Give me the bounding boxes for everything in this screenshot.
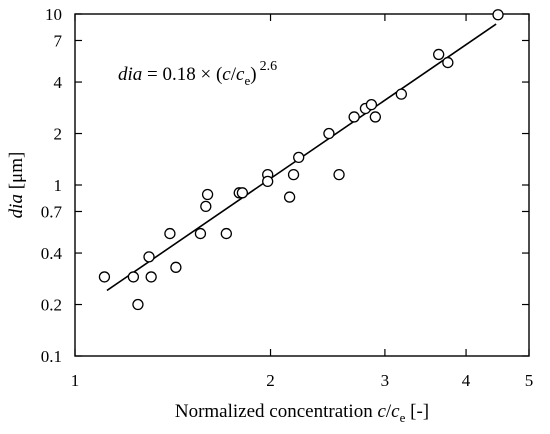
- equation-var: c: [222, 64, 231, 85]
- data-point: [164, 227, 176, 240]
- data-point: [143, 251, 155, 263]
- equation-lhs: dia: [118, 64, 142, 85]
- data-point: [365, 99, 378, 111]
- data-point: [492, 9, 504, 21]
- y-tick-label: 1: [54, 176, 63, 195]
- data-point: [433, 48, 445, 61]
- y-tick-label: 0.1: [41, 347, 62, 366]
- data-point: [333, 168, 345, 181]
- data-point: [293, 151, 305, 164]
- data-point: [132, 298, 144, 311]
- y-tick-label: 2: [54, 125, 63, 144]
- x-axis-title: Normalized concentration c/ce [-]: [175, 401, 429, 425]
- y-axis-title-var: dia: [6, 194, 27, 218]
- data-point: [194, 227, 207, 240]
- data-point: [145, 271, 157, 283]
- y-axis-title-unit: [μm]: [6, 152, 27, 194]
- x-tick-label: 4: [462, 371, 471, 390]
- y-tick-label: 0.4: [41, 244, 63, 263]
- x-axis-title-slash: /: [386, 401, 392, 422]
- y-tick-label: 10: [45, 5, 62, 24]
- data-point: [170, 261, 182, 273]
- x-axis-title-sub: e: [400, 410, 406, 425]
- axis-tick-labels: 1 2 3 4 5 0.1 0.2 0.4 0.7 1 2 4 7 10: [41, 5, 534, 390]
- equation-annotation: dia = 0.18 × (c/ce) 2.6: [118, 59, 277, 88]
- y-axis-title: dia [μm]: [6, 152, 27, 219]
- equation-slash: /: [231, 64, 237, 85]
- x-axis-title-var2: c: [391, 401, 400, 422]
- data-point: [200, 200, 212, 213]
- data-point: [369, 111, 381, 123]
- data-point: [283, 191, 296, 203]
- data-point: [348, 111, 360, 123]
- x-tick-label: 1: [71, 371, 80, 390]
- data-point: [323, 127, 335, 140]
- data-points: [98, 9, 504, 311]
- equation-close: ): [250, 64, 256, 85]
- y-tick-label: 7: [54, 31, 63, 50]
- x-axis-title-var: c: [377, 401, 386, 422]
- equation-exponent: 2.6: [260, 59, 278, 74]
- y-tick-label: 0.2: [41, 296, 62, 315]
- x-axis-title-prefix: Normalized concentration: [175, 401, 378, 422]
- y-tick-label: 4: [54, 73, 63, 92]
- data-point: [98, 271, 111, 283]
- x-tick-label: 3: [381, 371, 390, 390]
- data-point: [127, 271, 140, 283]
- x-axis-title-suffix: [-]: [405, 401, 429, 422]
- axis-ticks: [74, 13, 530, 357]
- data-point: [201, 188, 214, 201]
- data-point: [442, 56, 454, 69]
- data-point: [395, 88, 407, 100]
- data-point: [287, 168, 300, 181]
- equation-mid: = 0.18 × (: [142, 64, 222, 85]
- x-tick-label: 5: [525, 371, 534, 390]
- y-tick-label: 0.7: [41, 202, 63, 221]
- data-point: [220, 227, 232, 240]
- equation-sub: e: [244, 73, 250, 88]
- equation-var2: c: [236, 64, 245, 85]
- data-point: [262, 175, 274, 188]
- x-tick-label: 2: [266, 371, 275, 390]
- data-point: [236, 187, 249, 199]
